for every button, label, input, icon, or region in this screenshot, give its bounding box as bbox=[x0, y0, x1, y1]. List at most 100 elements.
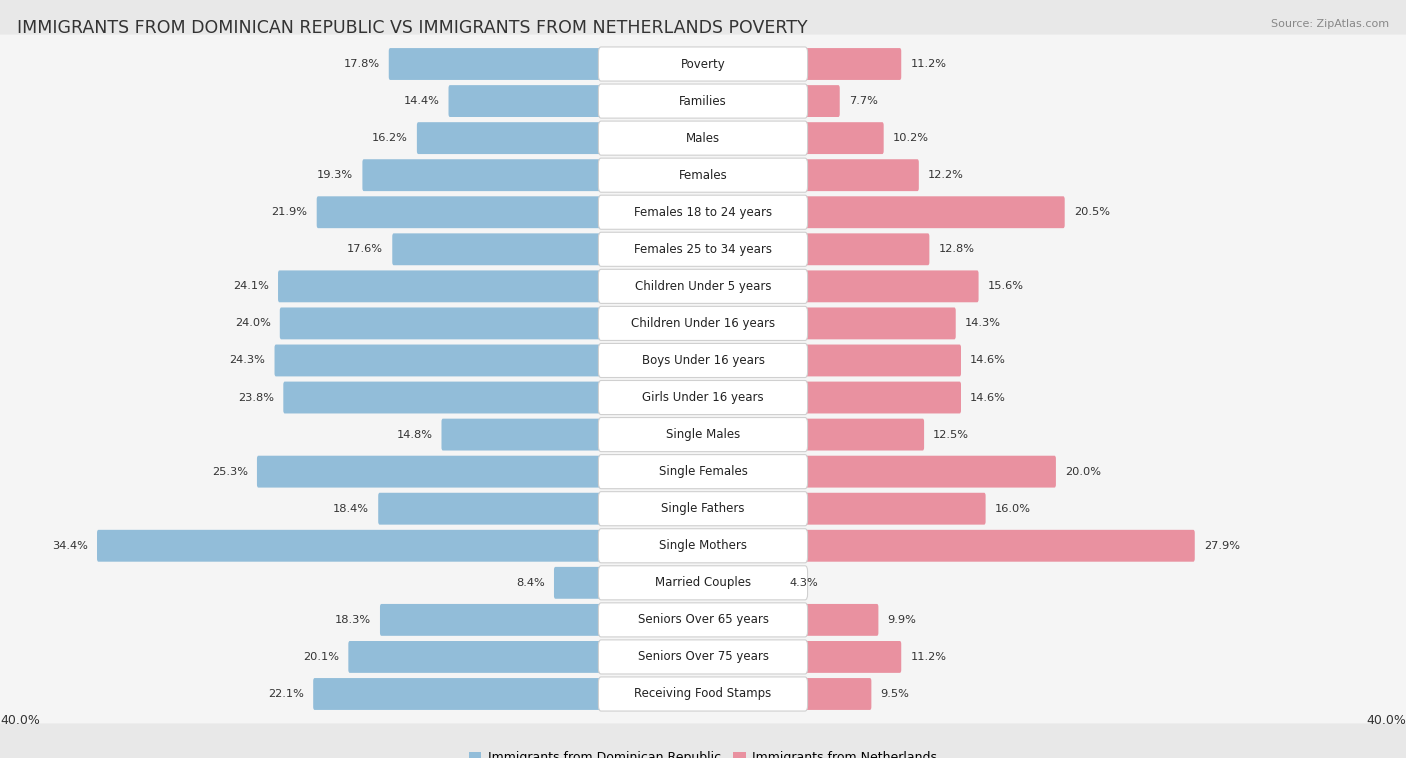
FancyBboxPatch shape bbox=[392, 233, 704, 265]
Text: Single Males: Single Males bbox=[666, 428, 740, 441]
FancyBboxPatch shape bbox=[702, 567, 780, 599]
FancyBboxPatch shape bbox=[0, 294, 1406, 353]
FancyBboxPatch shape bbox=[599, 381, 807, 415]
FancyBboxPatch shape bbox=[257, 456, 704, 487]
Text: 20.1%: 20.1% bbox=[304, 652, 339, 662]
Text: 21.9%: 21.9% bbox=[271, 207, 308, 218]
FancyBboxPatch shape bbox=[599, 418, 807, 452]
FancyBboxPatch shape bbox=[702, 159, 920, 191]
Text: 10.2%: 10.2% bbox=[893, 133, 929, 143]
FancyBboxPatch shape bbox=[599, 269, 807, 303]
Text: 22.1%: 22.1% bbox=[269, 689, 304, 699]
Text: 20.0%: 20.0% bbox=[1066, 467, 1101, 477]
FancyBboxPatch shape bbox=[599, 529, 807, 562]
FancyBboxPatch shape bbox=[599, 121, 807, 155]
Text: Females 18 to 24 years: Females 18 to 24 years bbox=[634, 205, 772, 219]
FancyBboxPatch shape bbox=[378, 493, 704, 525]
Text: 16.2%: 16.2% bbox=[371, 133, 408, 143]
FancyBboxPatch shape bbox=[702, 345, 962, 377]
Text: 14.4%: 14.4% bbox=[404, 96, 439, 106]
FancyBboxPatch shape bbox=[316, 196, 704, 228]
FancyBboxPatch shape bbox=[0, 183, 1406, 242]
Text: 24.0%: 24.0% bbox=[235, 318, 270, 328]
Text: Single Fathers: Single Fathers bbox=[661, 503, 745, 515]
Text: 20.5%: 20.5% bbox=[1074, 207, 1109, 218]
FancyBboxPatch shape bbox=[702, 418, 924, 450]
FancyBboxPatch shape bbox=[702, 678, 872, 710]
FancyBboxPatch shape bbox=[599, 232, 807, 266]
FancyBboxPatch shape bbox=[418, 122, 704, 154]
FancyBboxPatch shape bbox=[702, 604, 879, 636]
FancyBboxPatch shape bbox=[380, 604, 704, 636]
Text: 14.6%: 14.6% bbox=[970, 356, 1007, 365]
FancyBboxPatch shape bbox=[0, 35, 1406, 93]
FancyBboxPatch shape bbox=[702, 641, 901, 673]
FancyBboxPatch shape bbox=[388, 48, 704, 80]
Text: Children Under 5 years: Children Under 5 years bbox=[634, 280, 772, 293]
Legend: Immigrants from Dominican Republic, Immigrants from Netherlands: Immigrants from Dominican Republic, Immi… bbox=[464, 746, 942, 758]
FancyBboxPatch shape bbox=[0, 108, 1406, 168]
Text: 40.0%: 40.0% bbox=[1367, 714, 1406, 728]
FancyBboxPatch shape bbox=[702, 493, 986, 525]
FancyBboxPatch shape bbox=[599, 158, 807, 193]
FancyBboxPatch shape bbox=[363, 159, 704, 191]
Text: Females 25 to 34 years: Females 25 to 34 years bbox=[634, 243, 772, 255]
FancyBboxPatch shape bbox=[599, 343, 807, 377]
FancyBboxPatch shape bbox=[349, 641, 704, 673]
Text: Source: ZipAtlas.com: Source: ZipAtlas.com bbox=[1271, 19, 1389, 29]
FancyBboxPatch shape bbox=[0, 553, 1406, 612]
FancyBboxPatch shape bbox=[0, 71, 1406, 130]
Text: 7.7%: 7.7% bbox=[849, 96, 877, 106]
FancyBboxPatch shape bbox=[0, 220, 1406, 279]
Text: 11.2%: 11.2% bbox=[911, 652, 946, 662]
Text: Poverty: Poverty bbox=[681, 58, 725, 70]
Text: 15.6%: 15.6% bbox=[987, 281, 1024, 291]
FancyBboxPatch shape bbox=[0, 257, 1406, 316]
FancyBboxPatch shape bbox=[0, 331, 1406, 390]
FancyBboxPatch shape bbox=[702, 456, 1056, 487]
FancyBboxPatch shape bbox=[702, 48, 901, 80]
FancyBboxPatch shape bbox=[0, 479, 1406, 538]
FancyBboxPatch shape bbox=[599, 47, 807, 81]
Text: 40.0%: 40.0% bbox=[0, 714, 39, 728]
Text: 9.9%: 9.9% bbox=[887, 615, 917, 625]
Text: 19.3%: 19.3% bbox=[318, 171, 353, 180]
FancyBboxPatch shape bbox=[0, 590, 1406, 650]
FancyBboxPatch shape bbox=[599, 677, 807, 711]
FancyBboxPatch shape bbox=[0, 516, 1406, 575]
FancyBboxPatch shape bbox=[0, 146, 1406, 205]
Text: 8.4%: 8.4% bbox=[516, 578, 546, 587]
FancyBboxPatch shape bbox=[0, 665, 1406, 723]
Text: 12.5%: 12.5% bbox=[934, 430, 969, 440]
Text: 25.3%: 25.3% bbox=[212, 467, 247, 477]
Text: 9.5%: 9.5% bbox=[880, 689, 910, 699]
Text: 17.8%: 17.8% bbox=[343, 59, 380, 69]
FancyBboxPatch shape bbox=[0, 628, 1406, 687]
Text: Families: Families bbox=[679, 95, 727, 108]
Text: 12.2%: 12.2% bbox=[928, 171, 965, 180]
FancyBboxPatch shape bbox=[441, 418, 704, 450]
Text: 18.4%: 18.4% bbox=[333, 504, 368, 514]
Text: 24.3%: 24.3% bbox=[229, 356, 266, 365]
FancyBboxPatch shape bbox=[314, 678, 704, 710]
FancyBboxPatch shape bbox=[599, 640, 807, 674]
FancyBboxPatch shape bbox=[599, 492, 807, 526]
Text: 14.6%: 14.6% bbox=[970, 393, 1007, 402]
Text: 4.3%: 4.3% bbox=[789, 578, 818, 587]
Text: 17.6%: 17.6% bbox=[347, 244, 382, 254]
FancyBboxPatch shape bbox=[702, 530, 1195, 562]
FancyBboxPatch shape bbox=[702, 308, 956, 340]
Text: Receiving Food Stamps: Receiving Food Stamps bbox=[634, 688, 772, 700]
Text: Children Under 16 years: Children Under 16 years bbox=[631, 317, 775, 330]
FancyBboxPatch shape bbox=[599, 565, 807, 600]
Text: Single Mothers: Single Mothers bbox=[659, 539, 747, 553]
Text: Males: Males bbox=[686, 132, 720, 145]
Text: Boys Under 16 years: Boys Under 16 years bbox=[641, 354, 765, 367]
Text: IMMIGRANTS FROM DOMINICAN REPUBLIC VS IMMIGRANTS FROM NETHERLANDS POVERTY: IMMIGRANTS FROM DOMINICAN REPUBLIC VS IM… bbox=[17, 19, 807, 37]
Text: 12.8%: 12.8% bbox=[939, 244, 974, 254]
FancyBboxPatch shape bbox=[0, 442, 1406, 501]
FancyBboxPatch shape bbox=[599, 306, 807, 340]
FancyBboxPatch shape bbox=[702, 196, 1064, 228]
FancyBboxPatch shape bbox=[702, 233, 929, 265]
FancyBboxPatch shape bbox=[599, 196, 807, 229]
